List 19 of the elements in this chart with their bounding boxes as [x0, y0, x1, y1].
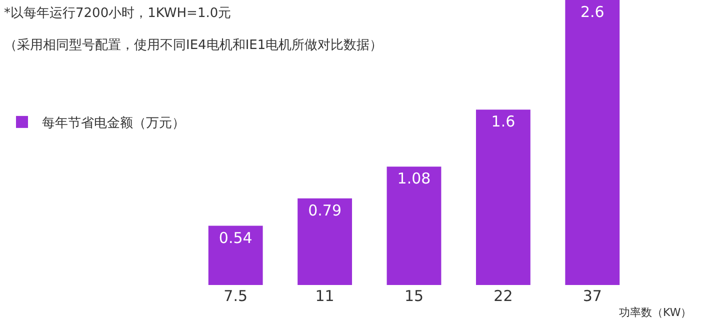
- data-label: 0.79: [308, 201, 342, 220]
- data-label: 2.6: [580, 3, 604, 21]
- x-tick-label: 11: [315, 287, 334, 305]
- x-tick-label: 37: [582, 287, 602, 305]
- bar: [298, 198, 352, 285]
- bar: [565, 0, 620, 285]
- data-label: 0.54: [218, 228, 252, 247]
- text: *以每年运行7200小时，1KWH=1.0元: [4, 6, 232, 21]
- data-label: 1.6: [491, 112, 516, 131]
- x-tick-label: 15: [404, 287, 424, 305]
- bar: [386, 166, 442, 285]
- data-label: 1.08: [397, 170, 431, 188]
- bar: [208, 226, 263, 285]
- legend-label: 每年节省电金额（万元）: [42, 116, 185, 132]
- x-axis-title: 功率数（KW）: [619, 306, 692, 319]
- x-tick-label: 7.5: [224, 287, 248, 305]
- bar: [476, 110, 530, 285]
- text: （采用相同型号配置，使用不同IE4电机和IE1电机所做对比数据）: [4, 38, 383, 53]
- x-tick-label: 22: [494, 287, 513, 305]
